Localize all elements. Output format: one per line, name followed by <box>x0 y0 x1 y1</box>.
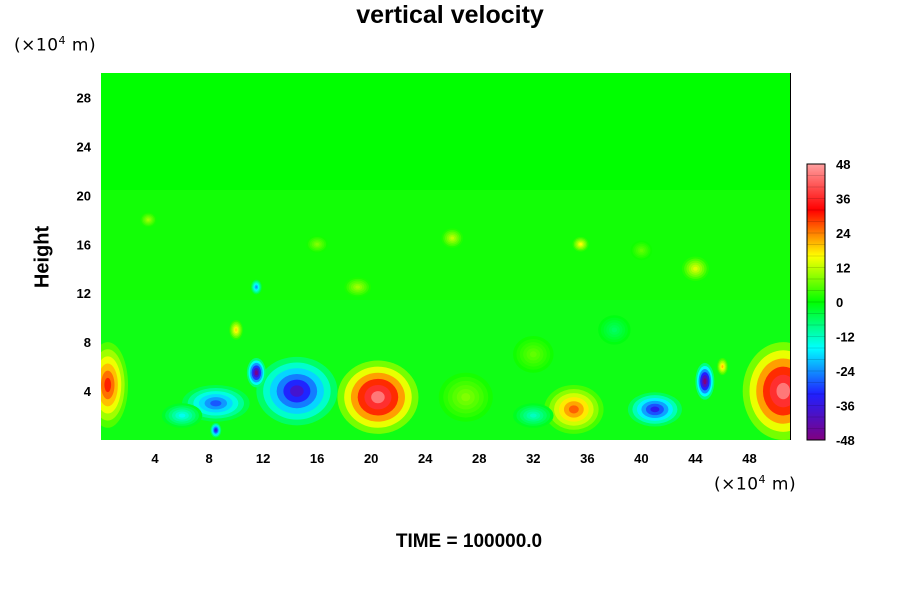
contour-feature-18-level-5 <box>529 351 537 358</box>
x-axis-unit: (×104 m) <box>714 473 796 495</box>
x-axis-unit-prefix: (×10 <box>714 474 759 495</box>
x-tick-label: 24 <box>418 451 433 466</box>
x-tick-label: 4 <box>151 451 159 466</box>
colorbar-tick-label: 48 <box>836 157 850 172</box>
contour-feature-7-level-5 <box>703 378 707 385</box>
x-tick-label: 8 <box>205 451 212 466</box>
contour-feature-14-level-5 <box>529 413 537 418</box>
contour-feature-0-level-5 <box>371 391 385 404</box>
plot-background <box>101 73 790 440</box>
colorbar-contour-lines <box>807 175 825 429</box>
contour-feature-12-level-5 <box>255 285 258 289</box>
x-tick-label: 48 <box>742 451 756 466</box>
contour-feature-6-level-5 <box>650 406 660 413</box>
y-tick-label: 8 <box>84 335 91 350</box>
colorbar-tick-label: 24 <box>836 226 851 241</box>
contour-feature-17-level-5 <box>693 266 698 271</box>
y-axis-unit-prefix: (×10 <box>14 35 59 56</box>
contour-feature-13-level-5 <box>461 393 471 402</box>
y-tick-label: 24 <box>77 139 92 154</box>
contour-feature-19-level-5 <box>146 218 150 222</box>
contour-feature-20-level-5 <box>611 327 618 333</box>
colorbar-tick-label: -24 <box>836 364 856 379</box>
x-axis-unit-exponent: 4 <box>758 473 767 486</box>
colorbar-tick-label: -12 <box>836 330 855 345</box>
contour-feature-2-level-5 <box>104 377 112 393</box>
x-tick-label: 36 <box>580 451 594 466</box>
colorbar-tick-label: 12 <box>836 261 850 276</box>
colorbar-tick-label: 0 <box>836 295 843 310</box>
contour-feature-15-level-5 <box>450 236 455 240</box>
x-tick-label: 40 <box>634 451 648 466</box>
x-tick-label: 32 <box>526 451 540 466</box>
y-tick-label: 16 <box>77 237 91 252</box>
colorbar-tick-label: -48 <box>836 433 855 448</box>
y-ticks: 4 8 12 16 20 24 28 <box>77 90 92 399</box>
x-tick-label: 28 <box>472 451 486 466</box>
contour-feature-22-level-5 <box>355 285 360 289</box>
y-tick-label: 4 <box>84 384 92 399</box>
contour-feature-11-level-5 <box>234 328 238 332</box>
x-tick-label: 16 <box>310 451 324 466</box>
contour-feature-4-level-5 <box>290 385 304 397</box>
colorbar-tick-label: 36 <box>836 192 850 207</box>
y-tick-label: 20 <box>77 188 91 203</box>
contour-features <box>101 212 790 440</box>
contour-feature-1-level-5 <box>776 382 790 400</box>
plot-area <box>101 73 790 440</box>
contour-feature-3-level-5 <box>568 405 579 414</box>
colorbar-tick-label: -36 <box>836 399 855 414</box>
y-axis-unit-suffix: m) <box>66 35 97 56</box>
contour-feature-23-level-5 <box>315 242 319 246</box>
time-label: TIME = 100000.0 <box>395 531 543 552</box>
colorbar-ticks: 48 36 24 12 0 -12 -24 -36 -48 <box>836 157 856 448</box>
x-tick-label: 44 <box>688 451 703 466</box>
y-tick-label: 12 <box>77 286 91 301</box>
y-axis-unit-exponent: 4 <box>58 34 67 47</box>
x-axis-unit-suffix: m) <box>766 474 797 495</box>
contour-feature-9-level-5 <box>178 413 186 418</box>
x-tick-label: 20 <box>364 451 378 466</box>
chart-title: vertical velocity <box>356 1 544 29</box>
x-tick-label: 12 <box>256 451 270 466</box>
colorbar-gradient <box>806 163 826 441</box>
contour-feature-5-level-5 <box>254 370 258 376</box>
y-tick-label: 28 <box>77 90 91 105</box>
contour-feature-24-level-5 <box>639 248 644 253</box>
x-ticks: 4 8 12 16 20 24 28 32 36 40 44 48 <box>151 451 756 466</box>
contour-feature-21-level-5 <box>721 365 724 369</box>
colorbar: 48 36 24 12 0 -12 -24 -36 -48 <box>806 157 856 448</box>
contour-feature-8-level-5 <box>210 400 222 407</box>
y-axis-unit: (×104 m) <box>14 34 96 56</box>
contour-feature-16-level-5 <box>579 243 582 246</box>
contour-feature-10-level-5 <box>214 428 217 432</box>
